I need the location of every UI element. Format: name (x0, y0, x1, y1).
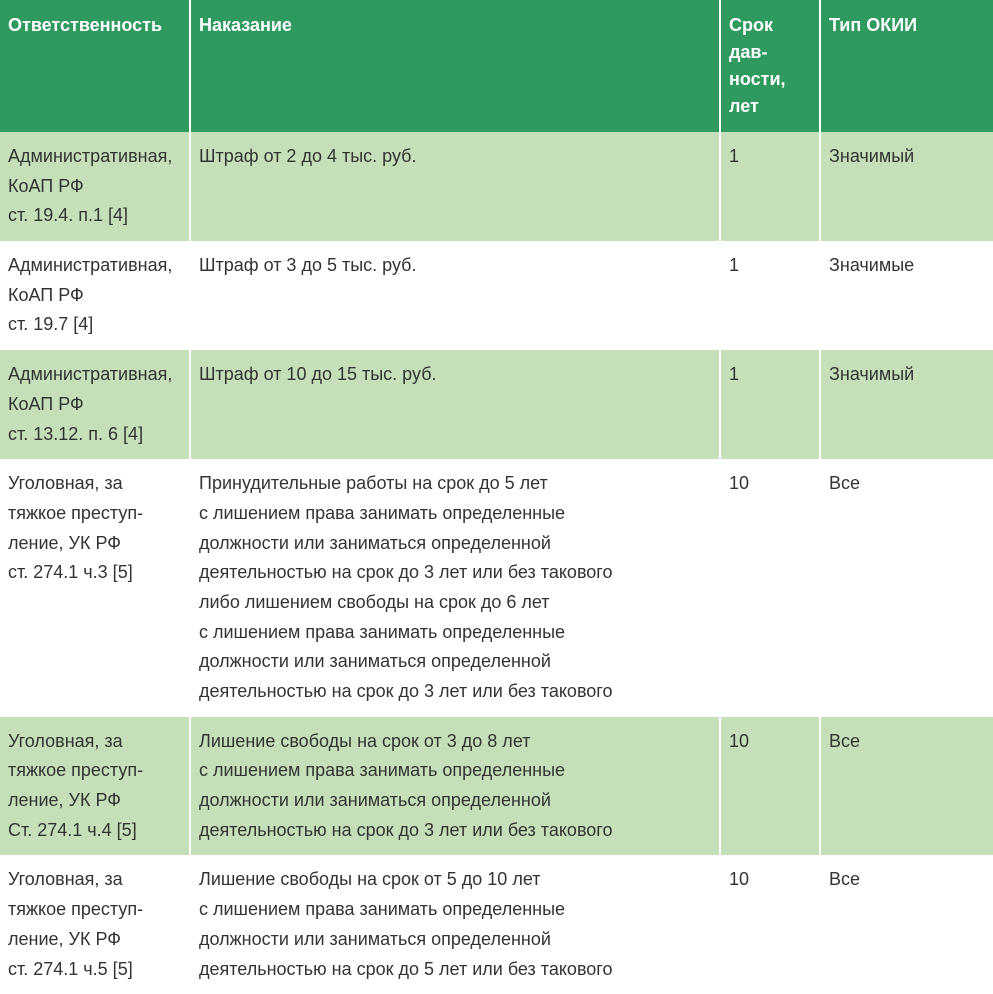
cell-punishment: Лишение свободы на срок от 3 до 8 лет с … (190, 717, 720, 856)
cell-limitation: 10 (720, 459, 820, 717)
cell-type: Все (820, 459, 993, 717)
col-header-limitation: Срок дав- ности, лет (720, 0, 820, 132)
cell-responsibility: Уголовная, за тяжкое преступ- ление, УК … (0, 459, 190, 717)
table-body: Административная, КоАП РФ ст. 19.4. п.1 … (0, 132, 993, 994)
cell-limitation: 10 (720, 717, 820, 856)
cell-type: Значимый (820, 350, 993, 459)
cell-type: Все (820, 717, 993, 856)
cell-responsibility: Административная, КоАП РФ ст. 19.7 [4] (0, 241, 190, 350)
table-row: Уголовная, за тяжкое преступ- ление, УК … (0, 459, 993, 717)
cell-responsibility: Административная, КоАП РФ ст. 19.4. п.1 … (0, 132, 190, 241)
cell-type: Значимые (820, 241, 993, 350)
cell-type: Значимый (820, 132, 993, 241)
cell-limitation: 1 (720, 132, 820, 241)
table-row: Административная, КоАП РФ ст. 19.7 [4] Ш… (0, 241, 993, 350)
table-row: Уголовная, за тяжкое преступ- ление, УК … (0, 717, 993, 856)
cell-limitation: 10 (720, 855, 820, 994)
cell-responsibility: Уголовная, за тяжкое преступ- ление, УК … (0, 717, 190, 856)
cell-punishment: Штраф от 3 до 5 тыс. руб. (190, 241, 720, 350)
cell-limitation: 1 (720, 241, 820, 350)
cell-limitation: 1 (720, 350, 820, 459)
cell-punishment: Принудительные работы на срок до 5 лет с… (190, 459, 720, 717)
cell-punishment: Штраф от 10 до 15 тыс. руб. (190, 350, 720, 459)
cell-punishment: Лишение свободы на срок от 5 до 10 лет с… (190, 855, 720, 994)
col-header-type: Тип ОКИИ (820, 0, 993, 132)
table-row: Уголовная, за тяжкое преступ- ление, УК … (0, 855, 993, 994)
liability-table: Ответственность Наказание Срок дав- ност… (0, 0, 993, 994)
cell-responsibility: Административная, КоАП РФ ст. 13.12. п. … (0, 350, 190, 459)
col-header-responsibility: Ответственность (0, 0, 190, 132)
table-header-row: Ответственность Наказание Срок дав- ност… (0, 0, 993, 132)
cell-responsibility: Уголовная, за тяжкое преступ- ление, УК … (0, 855, 190, 994)
cell-punishment: Штраф от 2 до 4 тыс. руб. (190, 132, 720, 241)
table-row: Административная, КоАП РФ ст. 13.12. п. … (0, 350, 993, 459)
cell-type: Все (820, 855, 993, 994)
col-header-punishment: Наказание (190, 0, 720, 132)
table-row: Административная, КоАП РФ ст. 19.4. п.1 … (0, 132, 993, 241)
